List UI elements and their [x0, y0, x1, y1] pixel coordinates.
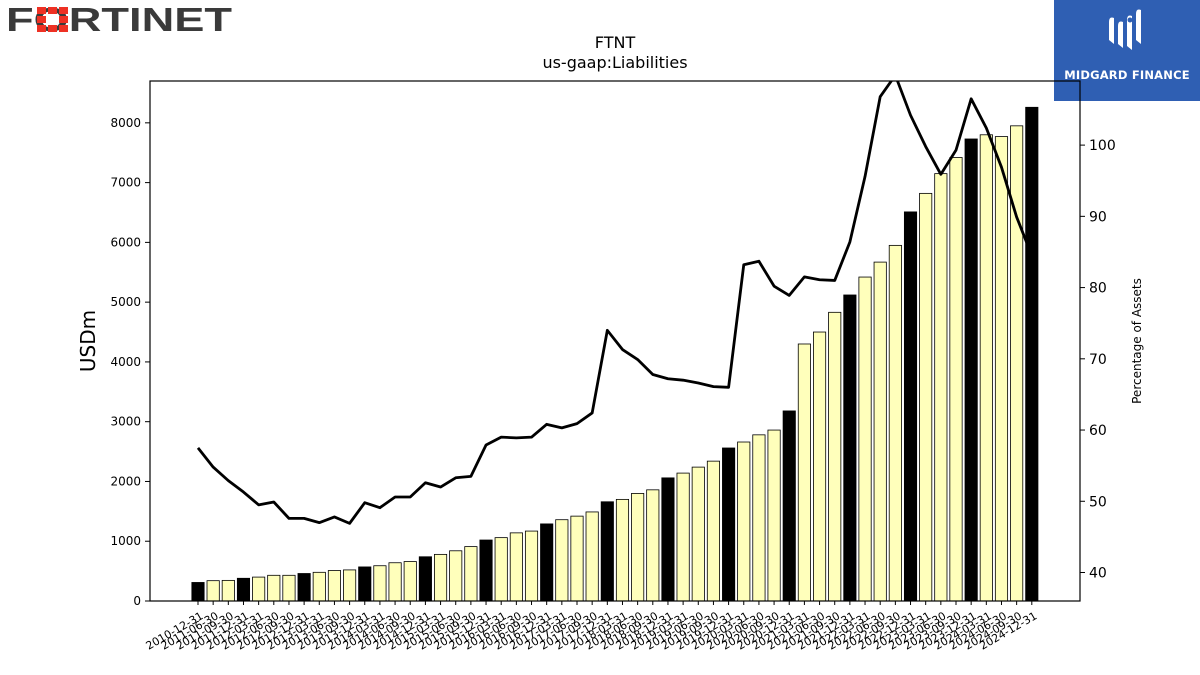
bar-2014-03-31 [373, 565, 387, 602]
bar-2015-03-31 [434, 553, 448, 602]
y2-tick-label: 100 [1089, 138, 1116, 154]
y-tick-label: 4000 [110, 355, 141, 369]
bar-2011-09-30 [221, 579, 235, 602]
bar-2014-09-30 [403, 561, 417, 602]
percent-of-assets-line [196, 81, 1034, 525]
bar-2018-12-31 [661, 477, 675, 602]
bar-2019-12-31 [722, 447, 736, 602]
bar-2023-06-30 [934, 173, 948, 602]
midgard-finance-logo: MIDGARD FINANCE [1054, 0, 1200, 101]
bars-layer [191, 106, 1039, 602]
midgard-logo-text: MIDGARD FINANCE [1064, 68, 1190, 82]
bar-2015-06-30 [449, 550, 463, 602]
bar-2022-12-31 [903, 211, 918, 602]
y2-tick-label: 40 [1089, 566, 1107, 582]
bar-2015-09-30 [464, 546, 478, 602]
fortinet-red-o-icon [37, 7, 68, 32]
plot-frame [149, 80, 1081, 602]
y-tick-label: 6000 [110, 235, 141, 249]
bar-2013-03-31 [312, 571, 326, 602]
y-tick-label: 3000 [110, 415, 141, 429]
chart-subtitle: us-gaap:Liabilities [542, 53, 687, 72]
bar-2011-06-30 [206, 580, 220, 602]
y2-tick-label: 70 [1089, 352, 1107, 368]
bar-2010-12-31 [191, 582, 205, 602]
percent-line-layer [196, 81, 1034, 525]
bar-2012-03-31 [252, 576, 266, 602]
bar-2013-12-31 [358, 566, 372, 602]
bar-2018-09-30 [646, 489, 660, 602]
bar-2021-12-31 [843, 294, 857, 602]
y2-tick-label: 60 [1089, 423, 1107, 439]
bar-2024-06-30 [994, 136, 1009, 602]
chart-title: FTNT [595, 33, 636, 52]
bar-2017-06-30 [570, 515, 584, 602]
bar-2020-09-30 [767, 429, 781, 602]
bar-2015-12-31 [479, 539, 493, 602]
y2-tick-label: 50 [1089, 494, 1107, 510]
bar-2023-12-31 [964, 138, 978, 602]
bar-2012-06-30 [267, 574, 281, 602]
midgard-mark-icon [1109, 9, 1141, 50]
bar-2024-03-31 [979, 134, 993, 602]
y-tick-label: 1000 [110, 534, 141, 548]
bar-2021-06-30 [813, 331, 827, 602]
bar-2018-06-30 [631, 493, 645, 602]
bar-2020-06-30 [752, 434, 766, 602]
bar-2020-03-31 [737, 441, 751, 602]
y-tick-label: 0 [133, 594, 141, 608]
bar-2019-06-30 [691, 466, 705, 602]
bar-2024-09-30 [1010, 125, 1024, 602]
bar-2012-12-31 [297, 573, 311, 602]
bar-2011-12-31 [236, 577, 251, 602]
y-tick-label: 7000 [110, 176, 141, 190]
y-tick-label: 5000 [110, 295, 141, 309]
bar-2019-03-31 [676, 472, 690, 602]
y2-tick-label: 80 [1089, 281, 1107, 297]
bar-2012-09-30 [282, 574, 296, 602]
bar-2013-09-30 [343, 569, 357, 602]
y-tick-label: 8000 [110, 116, 141, 130]
bar-2014-12-31 [418, 556, 432, 602]
fortinet-logo: FORTINET [6, 4, 232, 34]
bar-2018-03-31 [615, 498, 630, 602]
bar-2017-03-31 [555, 519, 569, 602]
bar-2017-12-31 [600, 501, 614, 602]
bar-2022-03-31 [858, 276, 872, 602]
bar-2021-03-31 [797, 343, 811, 602]
y2-tick-label: 90 [1089, 209, 1107, 225]
bar-2023-03-31 [919, 192, 933, 602]
bar-2022-06-30 [873, 261, 887, 602]
bar-2024-12-31 [1025, 106, 1039, 602]
y-tick-label: 2000 [110, 474, 141, 488]
bar-2016-03-31 [494, 537, 508, 602]
bar-2020-12-31 [782, 410, 796, 602]
bar-2016-12-31 [540, 523, 554, 602]
y2-axis-label: Percentage of Assets [1130, 278, 1144, 404]
bar-2014-06-30 [388, 562, 402, 602]
bar-2013-06-30 [327, 570, 341, 602]
axes-layer: 0 1000 2000 3000 4000 5000 6000 7000 8000 40 50 60 7… [110, 80, 1116, 653]
bar-2021-09-30 [828, 311, 842, 602]
bar-2016-06-30 [509, 532, 523, 602]
bar-2022-09-30 [888, 244, 902, 602]
bar-2019-09-30 [706, 460, 720, 602]
y-axis-label: USDm [76, 310, 100, 372]
bar-2016-09-30 [524, 530, 539, 602]
bar-2017-09-30 [585, 511, 599, 602]
bar-2023-09-30 [949, 157, 963, 602]
